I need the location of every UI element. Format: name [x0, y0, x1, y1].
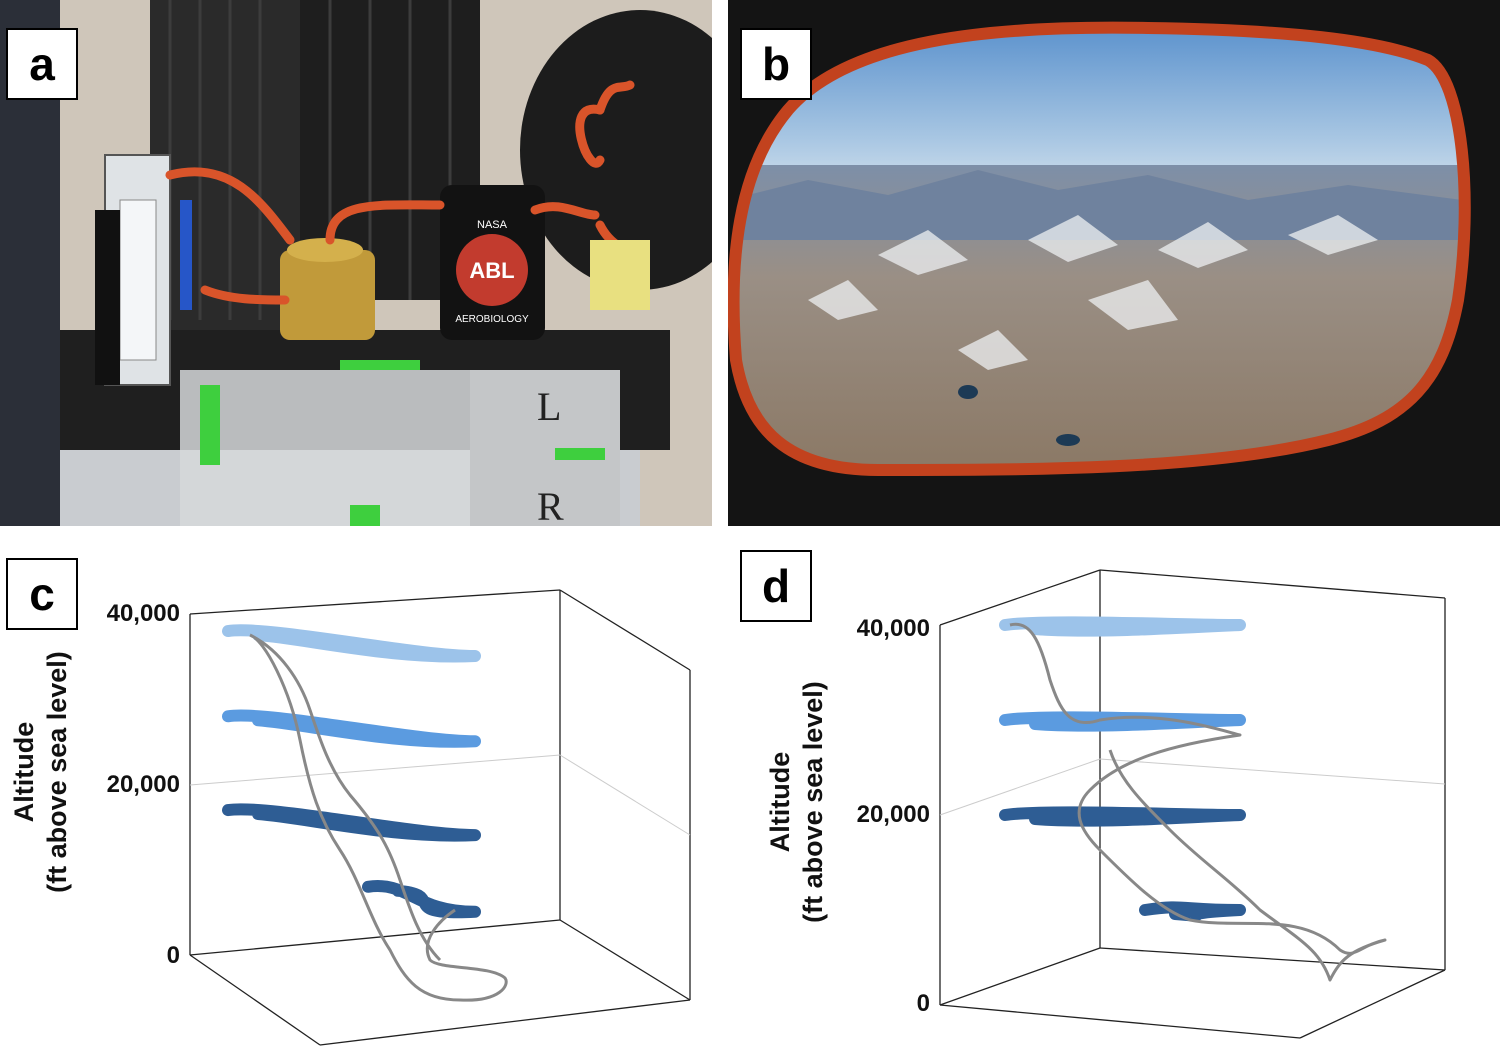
- panel-c-chart: c Altitude (ft above sea level) 40,000 2…: [0, 530, 740, 1047]
- panel-b-photo: b: [728, 0, 1500, 526]
- series-group-d: [999, 616, 1246, 922]
- series-group-c: [222, 624, 481, 919]
- z-tick-0: 0: [166, 942, 180, 969]
- circuit-loop-c-2: [222, 709, 481, 748]
- circuit-loop-c-4: [362, 880, 481, 919]
- circuit-loop-c-3: [222, 803, 481, 842]
- z-tick-40000: 40,000: [106, 600, 180, 627]
- panel-label-a: a: [6, 28, 78, 100]
- panel-d-chart: d Altitude (ft above sea level) 40,000 2…: [740, 530, 1500, 1047]
- z-tick-40000: 40,000: [856, 615, 930, 642]
- flight-track-3d-c: [189, 589, 691, 1046]
- window-view-photo: [728, 0, 1500, 526]
- badge-top-text: NASA: [477, 219, 508, 231]
- panel-label-d: d: [740, 550, 812, 622]
- instrument-photo: NASA ABL AEROBIOLOGY L R: [0, 0, 712, 526]
- circuit-loop-d-1: [999, 616, 1246, 637]
- panel-a-photo: NASA ABL AEROBIOLOGY L R a: [0, 0, 712, 526]
- z-tick-0: 0: [916, 990, 930, 1017]
- z-tick-20000: 20,000: [106, 771, 180, 798]
- panel-label-b: b: [740, 28, 812, 100]
- gray-track-d: [1009, 622, 1387, 982]
- circuit-loop-d-3: [999, 806, 1246, 827]
- circuit-loop-d-2: [999, 711, 1246, 732]
- panel-label-c: c: [6, 558, 78, 630]
- sign-letter-r: R: [537, 484, 564, 526]
- z-tick-20000: 20,000: [856, 801, 930, 828]
- gray-track-c: [249, 633, 508, 1002]
- circuit-loop-c-1: [222, 624, 481, 663]
- sign-letter-l: L: [537, 384, 561, 429]
- box-frame-d: [939, 569, 1446, 1039]
- flight-track-3d-d: [939, 569, 1446, 1039]
- badge-bottom-text: AEROBIOLOGY: [455, 314, 529, 325]
- badge-logo-text: ABL: [469, 258, 514, 283]
- circuit-loop-d-4: [1139, 901, 1246, 922]
